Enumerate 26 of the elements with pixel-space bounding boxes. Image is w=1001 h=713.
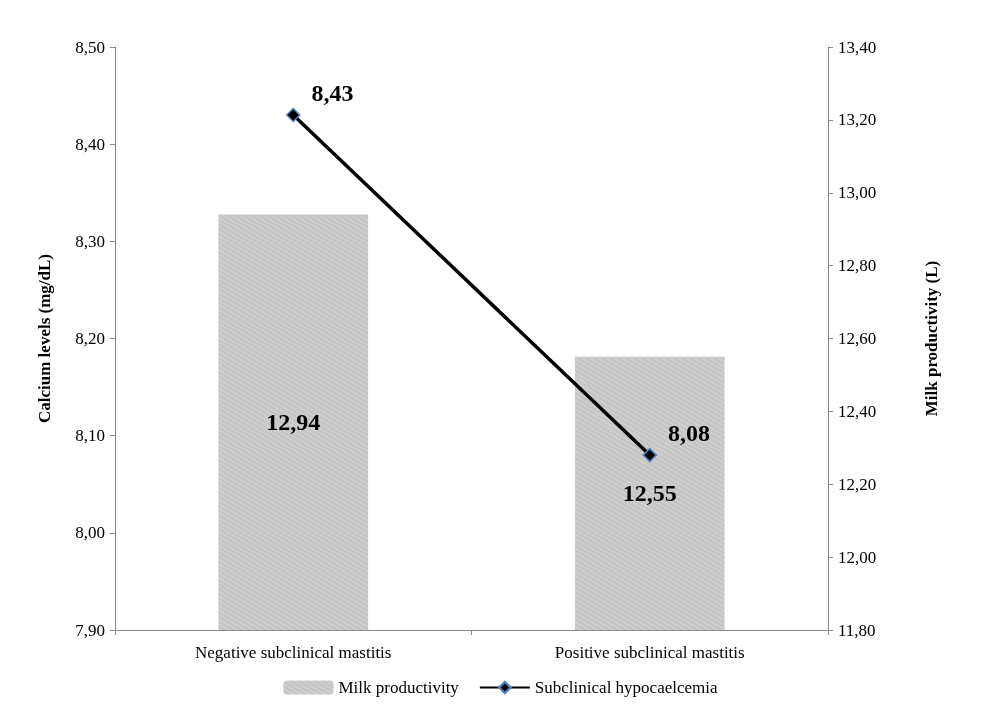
data-label: 12,94 bbox=[266, 409, 321, 436]
y-tick-label: 8,50 bbox=[75, 37, 105, 57]
legend-label: Subclinical hypocaelcemia bbox=[534, 678, 718, 697]
x-tick-label: Negative subclinical mastitis bbox=[195, 643, 392, 662]
y-tick-label: 8,20 bbox=[75, 329, 105, 348]
y2-tick-label: 12,40 bbox=[838, 401, 877, 421]
y-tick-label: 8,30 bbox=[75, 231, 105, 251]
x-tick-label: Positive subclinical mastitis bbox=[554, 643, 745, 662]
y2-tick-label: 11,80 bbox=[838, 620, 876, 640]
y2-tick-label: 13,40 bbox=[838, 37, 877, 57]
y-tick-label: 8,40 bbox=[75, 134, 105, 154]
y-tick-label: 8,10 bbox=[75, 426, 105, 446]
data-label: 8,43 bbox=[311, 80, 354, 107]
legend-label: Milk productivity bbox=[338, 678, 460, 697]
y2-tick-label: 12,20 bbox=[838, 474, 877, 494]
y2-tick-label: 13,00 bbox=[838, 183, 877, 203]
y-axis-title: Calcium levels (mg/dL) bbox=[35, 253, 54, 424]
y2-tick-label: 12,00 bbox=[838, 547, 877, 567]
y2-tick-label: 12,80 bbox=[838, 256, 877, 276]
y2-axis-title: Milk productivity (L) bbox=[922, 260, 941, 417]
y-tick-label: 8,00 bbox=[75, 523, 105, 543]
y2-tick-label: 13,20 bbox=[838, 110, 877, 130]
y-tick-label: 7,90 bbox=[75, 620, 105, 640]
data-label: 8,08 bbox=[668, 420, 710, 447]
data-label: 12,55 bbox=[622, 480, 677, 507]
y2-tick-label: 12,60 bbox=[838, 329, 877, 348]
